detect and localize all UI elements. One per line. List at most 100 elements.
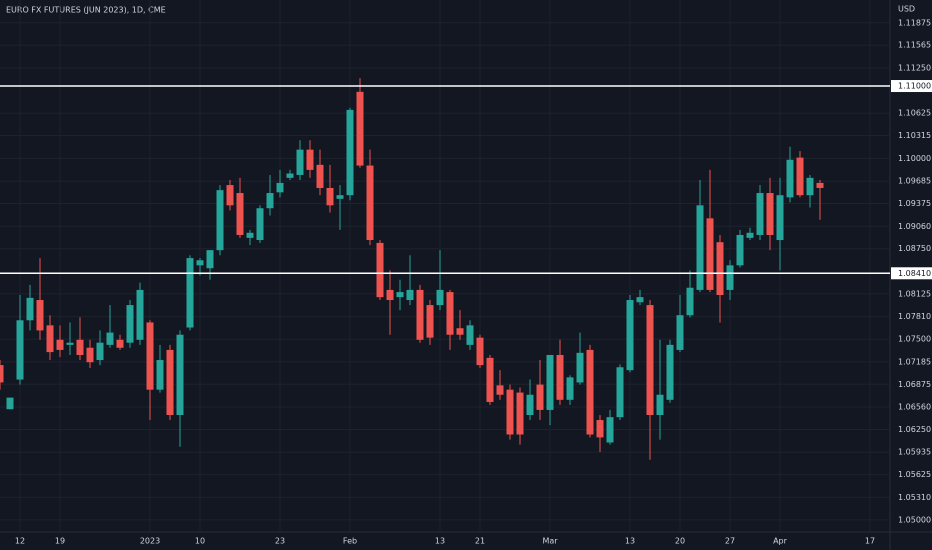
- candle-body: [166, 349, 174, 415]
- candle-body: [636, 297, 644, 303]
- chart-title: EURO FX FUTURES (JUN 2023), 1D, CME: [6, 6, 166, 15]
- y-tick-label: 1.05935: [898, 448, 931, 457]
- candle-body: [146, 322, 154, 390]
- candle-body: [276, 182, 284, 193]
- candle-body: [546, 354, 554, 410]
- candle-body: [466, 325, 474, 345]
- y-tick-label: 1.07810: [898, 312, 931, 321]
- y-tick-label: 1.09375: [898, 199, 931, 208]
- x-tick-label: 13: [435, 537, 445, 546]
- candle-body: [116, 339, 124, 348]
- y-tick-label: 1.07185: [898, 357, 931, 366]
- candle-body: [176, 334, 184, 415]
- price-line-label: 1.08410: [898, 269, 931, 278]
- candle-body: [346, 109, 354, 196]
- candle-body: [666, 344, 674, 400]
- candle-body: [356, 91, 364, 166]
- candle-body: [136, 289, 144, 340]
- candle-body: [536, 384, 544, 410]
- y-tick-label: 1.05625: [898, 470, 931, 479]
- candle-body: [256, 208, 264, 241]
- x-tick-label: 19: [55, 537, 65, 546]
- candle-body: [366, 165, 374, 241]
- candle-body: [686, 287, 694, 316]
- candle-body: [426, 305, 434, 338]
- candle-body: [776, 195, 784, 241]
- x-tick-label: 12: [15, 537, 25, 546]
- candle-body: [436, 289, 444, 306]
- candle-body: [766, 193, 774, 235]
- candle-body: [156, 360, 164, 390]
- x-tick-label: 27: [725, 537, 735, 546]
- candle-body: [26, 297, 34, 321]
- y-tick-label: 1.09685: [898, 177, 931, 186]
- x-tick-label: 17: [865, 537, 875, 546]
- y-tick-label: 1.11875: [898, 18, 931, 27]
- price-line-label-box: [891, 267, 932, 280]
- x-tick-label: 13: [625, 537, 635, 546]
- candle-body: [96, 342, 104, 361]
- candle-body: [786, 159, 794, 198]
- candle-body: [806, 177, 814, 196]
- candle-body: [106, 332, 114, 345]
- candle-body: [216, 190, 224, 251]
- y-tick-label: 1.05000: [898, 515, 931, 524]
- candle-body: [716, 242, 724, 295]
- candle-body: [46, 325, 54, 353]
- y-tick-label: 1.10315: [898, 131, 931, 140]
- y-tick-label: 1.08750: [898, 244, 931, 253]
- x-tick-label: 20: [675, 537, 685, 546]
- candle-body: [386, 289, 394, 301]
- y-tick-label: 1.06250: [898, 425, 931, 434]
- candle-body: [606, 417, 614, 443]
- y-tick-label: 1.06560: [898, 403, 931, 412]
- candle-body: [126, 305, 134, 343]
- candle-body: [566, 377, 574, 400]
- candle-body: [706, 218, 714, 290]
- y-tick-label: 1.06875: [898, 380, 931, 389]
- candle-body: [726, 265, 734, 290]
- candle-body: [596, 420, 604, 438]
- candle-body: [736, 234, 744, 266]
- candle-body: [746, 232, 754, 238]
- y-tick-label: 1.08125: [898, 289, 931, 298]
- candle-body: [186, 258, 194, 328]
- candle-body: [266, 193, 274, 209]
- y-tick-label: 1.07500: [898, 335, 931, 344]
- candle-body: [376, 242, 384, 298]
- candle-body: [76, 339, 84, 355]
- y-tick-label: 1.11565: [898, 41, 931, 50]
- candle-body: [296, 149, 304, 175]
- x-tick-label: 2023: [140, 537, 160, 546]
- candle-body: [36, 300, 44, 331]
- candle-body: [86, 347, 94, 363]
- candle-body: [816, 182, 824, 188]
- candle-body: [246, 232, 254, 238]
- candle-body: [696, 205, 704, 290]
- candle-body: [616, 367, 624, 418]
- price-line-label: 1.11000: [898, 82, 931, 91]
- candle-body: [326, 187, 334, 206]
- x-tick-label: Mar: [542, 537, 558, 546]
- candle-body: [476, 337, 484, 366]
- candle-body: [756, 193, 764, 235]
- y-tick-label: 1.11250: [898, 63, 931, 72]
- candle-body: [526, 394, 534, 415]
- candle-body: [396, 292, 404, 298]
- x-tick-label: Apr: [773, 537, 788, 546]
- y-tick-label: 1.09060: [898, 222, 931, 231]
- candle-body: [576, 352, 584, 383]
- x-tick-label: Feb: [343, 537, 357, 546]
- y-axis-label: USD: [898, 5, 915, 14]
- price-line-label-box: [891, 80, 932, 93]
- candle-body: [406, 289, 414, 301]
- candle-body: [16, 320, 24, 380]
- candle-body: [0, 365, 4, 383]
- candle-body: [556, 354, 564, 400]
- candle-body: [796, 157, 804, 196]
- candle-body: [646, 305, 654, 415]
- candle-body: [236, 193, 244, 235]
